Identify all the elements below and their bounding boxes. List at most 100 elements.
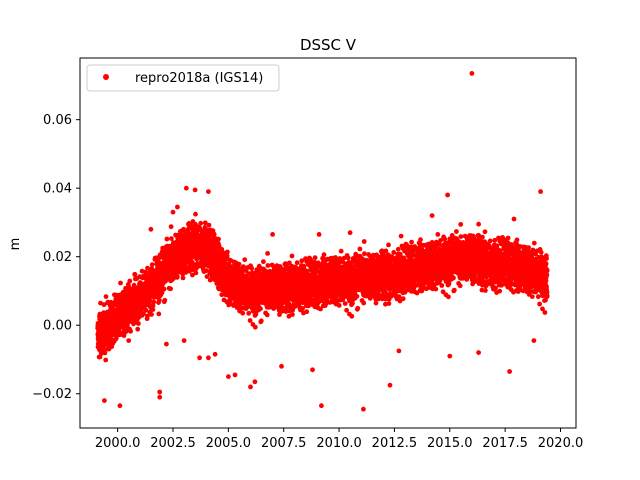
data-point bbox=[289, 253, 295, 259]
data-point bbox=[161, 286, 167, 292]
data-point bbox=[318, 306, 323, 312]
data-point bbox=[349, 313, 355, 319]
data-point bbox=[113, 336, 119, 341]
data-point bbox=[180, 275, 186, 281]
data-point bbox=[98, 351, 104, 356]
data-point bbox=[193, 211, 198, 217]
data-point bbox=[132, 271, 138, 277]
data-point bbox=[101, 346, 107, 352]
data-point bbox=[354, 293, 360, 299]
data-point bbox=[391, 250, 397, 255]
data-point bbox=[103, 294, 109, 299]
data-point bbox=[193, 270, 199, 276]
data-point bbox=[315, 295, 321, 300]
data-point bbox=[290, 312, 295, 317]
data-point bbox=[198, 220, 204, 226]
data-point bbox=[400, 296, 406, 302]
data-point bbox=[136, 321, 141, 326]
data-point bbox=[265, 263, 271, 268]
data-point bbox=[202, 220, 208, 226]
data-point bbox=[396, 294, 402, 300]
data-point bbox=[386, 242, 391, 248]
data-point bbox=[149, 262, 155, 268]
data-point bbox=[168, 224, 174, 230]
data-points bbox=[95, 211, 550, 363]
data-point bbox=[338, 248, 344, 254]
data-point bbox=[321, 252, 327, 258]
data-point bbox=[157, 297, 162, 303]
data-point bbox=[240, 264, 246, 269]
data-point bbox=[135, 326, 141, 332]
data-point bbox=[225, 249, 230, 255]
data-point bbox=[240, 310, 246, 316]
data-point bbox=[252, 324, 258, 330]
data-point bbox=[216, 236, 221, 242]
data-point bbox=[145, 313, 150, 319]
data-point bbox=[127, 278, 133, 284]
data-point bbox=[164, 236, 170, 242]
data-point bbox=[145, 265, 150, 271]
data-point bbox=[418, 237, 423, 243]
data-point bbox=[150, 303, 156, 309]
data-point bbox=[362, 251, 367, 257]
data-point bbox=[101, 310, 107, 316]
data-point bbox=[294, 260, 300, 266]
data-point bbox=[249, 265, 255, 271]
data-point bbox=[131, 282, 137, 288]
data-point bbox=[336, 303, 342, 308]
data-point bbox=[128, 328, 134, 334]
data-point bbox=[258, 318, 264, 324]
data-point bbox=[142, 269, 148, 275]
data-point bbox=[121, 333, 127, 338]
data-point bbox=[183, 262, 188, 268]
data-point bbox=[409, 239, 414, 245]
data-point bbox=[149, 312, 154, 317]
data-point bbox=[141, 311, 146, 317]
data-point bbox=[162, 297, 168, 303]
data-point bbox=[342, 301, 348, 306]
data-point bbox=[312, 255, 318, 261]
data-point bbox=[224, 253, 230, 258]
data-point bbox=[357, 246, 363, 252]
data-point bbox=[183, 270, 189, 275]
data-point bbox=[169, 236, 174, 242]
data-point bbox=[118, 280, 123, 286]
data-point bbox=[300, 306, 305, 311]
data-point bbox=[246, 310, 252, 316]
data-point bbox=[345, 255, 351, 261]
chart-title: DSSC V bbox=[300, 36, 357, 54]
data-point bbox=[102, 350, 108, 356]
data-point bbox=[242, 257, 248, 263]
data-point bbox=[386, 301, 392, 306]
data-point bbox=[156, 311, 162, 317]
data-point bbox=[253, 311, 259, 317]
data-point bbox=[174, 274, 180, 280]
data-point bbox=[236, 261, 242, 267]
data-point bbox=[103, 357, 109, 363]
data-point bbox=[204, 274, 210, 279]
data-point bbox=[258, 306, 263, 312]
data-point bbox=[350, 301, 355, 306]
data-point bbox=[203, 268, 209, 274]
data-point bbox=[304, 309, 310, 315]
data-point bbox=[247, 318, 253, 323]
data-point bbox=[168, 286, 174, 292]
data-point bbox=[299, 258, 305, 264]
data-point bbox=[395, 246, 401, 252]
data-point bbox=[151, 299, 157, 305]
data-point bbox=[373, 300, 379, 306]
data-point bbox=[143, 307, 149, 313]
y-axis-label: m bbox=[8, 238, 23, 251]
data-point bbox=[190, 272, 195, 278]
data-point bbox=[355, 305, 361, 311]
data-point bbox=[277, 312, 282, 317]
data-point bbox=[304, 268, 310, 274]
data-point bbox=[150, 307, 156, 312]
data-point bbox=[261, 259, 266, 265]
data-point bbox=[361, 239, 367, 244]
data-point bbox=[264, 312, 270, 318]
data-point bbox=[206, 222, 212, 228]
data-point bbox=[361, 300, 367, 306]
data-point bbox=[265, 251, 270, 256]
